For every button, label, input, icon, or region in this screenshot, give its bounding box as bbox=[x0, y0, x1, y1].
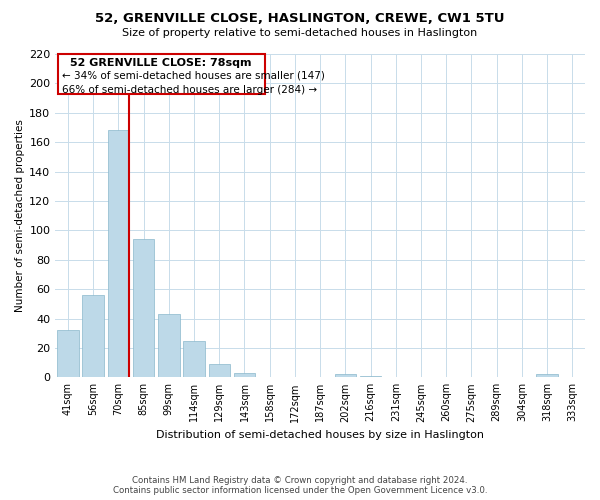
Text: Contains HM Land Registry data © Crown copyright and database right 2024.
Contai: Contains HM Land Registry data © Crown c… bbox=[113, 476, 487, 495]
Bar bbox=[107, 130, 129, 378]
Y-axis label: Number of semi-detached properties: Number of semi-detached properties bbox=[15, 119, 25, 312]
X-axis label: Distribution of semi-detached houses by size in Haslington: Distribution of semi-detached houses by … bbox=[156, 430, 484, 440]
Text: ← 34% of semi-detached houses are smaller (147): ← 34% of semi-detached houses are smalle… bbox=[62, 70, 325, 80]
Bar bbox=[158, 314, 179, 378]
Bar bbox=[360, 376, 382, 378]
Text: Size of property relative to semi-detached houses in Haslington: Size of property relative to semi-detach… bbox=[122, 28, 478, 38]
Bar bbox=[57, 330, 79, 378]
Bar bbox=[335, 374, 356, 378]
Text: 52 GRENVILLE CLOSE: 78sqm: 52 GRENVILLE CLOSE: 78sqm bbox=[70, 58, 252, 68]
Bar bbox=[234, 373, 255, 378]
FancyBboxPatch shape bbox=[58, 54, 265, 94]
Text: 66% of semi-detached houses are larger (284) →: 66% of semi-detached houses are larger (… bbox=[62, 85, 317, 95]
Bar bbox=[183, 340, 205, 378]
Bar bbox=[133, 239, 154, 378]
Bar bbox=[209, 364, 230, 378]
Bar bbox=[82, 295, 104, 378]
Bar bbox=[536, 374, 558, 378]
Text: 52, GRENVILLE CLOSE, HASLINGTON, CREWE, CW1 5TU: 52, GRENVILLE CLOSE, HASLINGTON, CREWE, … bbox=[95, 12, 505, 26]
